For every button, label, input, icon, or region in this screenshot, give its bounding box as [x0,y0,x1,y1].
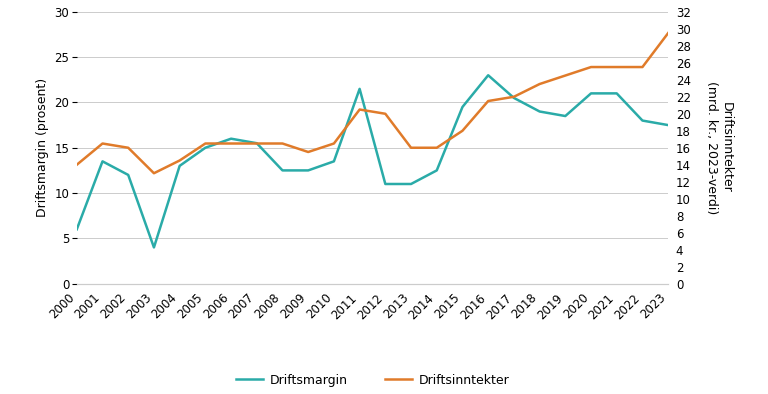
Driftsmargin [432,168,442,173]
Driftsmargin [329,159,339,164]
Driftsinntekter [587,65,596,69]
Driftsmargin [587,91,596,96]
Y-axis label: Driftsmargin (prosent): Driftsmargin (prosent) [36,78,48,217]
Driftsinntekter [484,98,493,103]
Driftsinntekter [303,150,313,154]
Driftsinntekter [561,73,570,78]
Driftsinntekter [406,145,415,150]
Driftsmargin [664,123,673,128]
Driftsinntekter [98,141,107,146]
Driftsmargin [381,182,390,186]
Driftsinntekter [509,95,518,99]
Legend: Driftsmargin, Driftsinntekter: Driftsmargin, Driftsinntekter [230,369,515,392]
Driftsmargin [252,141,261,146]
Driftsmargin [227,136,236,141]
Driftsinntekter [175,158,184,163]
Driftsmargin [200,145,210,150]
Driftsmargin [484,73,493,78]
Driftsinntekter [124,145,133,150]
Driftsinntekter [612,65,621,69]
Driftsmargin [561,113,570,118]
Driftsinntekter [355,107,364,112]
Driftsmargin [509,96,518,100]
Driftsmargin [612,91,621,96]
Driftsmargin [535,109,545,114]
Driftsinntekter [278,141,287,146]
Driftsmargin [355,87,364,91]
Driftsinntekter [149,171,158,176]
Driftsmargin [303,168,313,173]
Driftsinntekter [638,65,647,69]
Line: Driftsinntekter: Driftsinntekter [77,33,668,173]
Driftsmargin [638,118,647,123]
Y-axis label: Driftsinntekter
(mrd. kr., 2023-verdi): Driftsinntekter (mrd. kr., 2023-verdi) [705,81,733,214]
Driftsmargin [175,164,184,168]
Line: Driftsmargin: Driftsmargin [77,75,668,247]
Driftsinntekter [664,31,673,35]
Driftsinntekter [381,112,390,116]
Driftsmargin [124,173,133,177]
Driftsinntekter [200,141,210,146]
Driftsinntekter [72,162,81,167]
Driftsmargin [458,104,467,109]
Driftsmargin [406,182,415,186]
Driftsmargin [72,227,81,232]
Driftsmargin [149,245,158,250]
Driftsmargin [98,159,107,164]
Driftsinntekter [329,141,339,146]
Driftsinntekter [458,128,467,133]
Driftsinntekter [535,82,545,86]
Driftsinntekter [432,145,442,150]
Driftsinntekter [252,141,261,146]
Driftsinntekter [227,141,236,146]
Driftsmargin [278,168,287,173]
